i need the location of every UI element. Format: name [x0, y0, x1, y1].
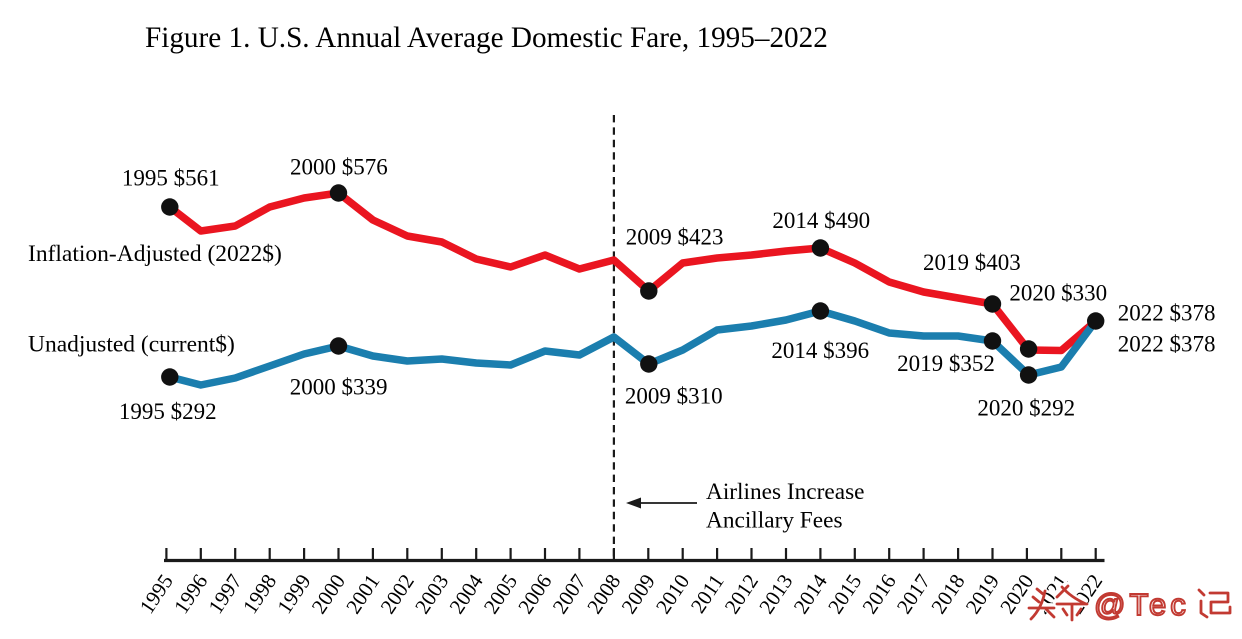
- svg-text:Airlines Increase: Airlines Increase: [706, 479, 864, 505]
- svg-text:Unadjusted (current$): Unadjusted (current$): [28, 332, 235, 358]
- svg-text:2014 $490: 2014 $490: [772, 208, 870, 233]
- svg-text:2022 $378: 2022 $378: [1118, 301, 1216, 326]
- svg-text:2009 $310: 2009 $310: [625, 384, 723, 409]
- svg-text:2019 $403: 2019 $403: [923, 250, 1021, 275]
- svg-text:Ancillary Fees: Ancillary Fees: [706, 508, 843, 534]
- svg-text:2020 $292: 2020 $292: [977, 396, 1075, 421]
- svg-text:2009 $423: 2009 $423: [626, 225, 724, 250]
- svg-text:2014 $396: 2014 $396: [771, 338, 869, 363]
- svg-text:2022 $378: 2022 $378: [1118, 332, 1216, 357]
- svg-text:2000 $576: 2000 $576: [290, 155, 388, 180]
- svg-text:1995 $292: 1995 $292: [119, 399, 217, 424]
- svg-text:Figure 1. U.S. Annual Average: Figure 1. U.S. Annual Average Domestic F…: [145, 22, 828, 54]
- svg-text:2020 $330: 2020 $330: [1009, 281, 1107, 306]
- svg-text:2019 $352: 2019 $352: [897, 351, 995, 376]
- svg-text:2000 $339: 2000 $339: [290, 375, 388, 400]
- svg-text:1995 $561: 1995 $561: [122, 166, 220, 191]
- svg-text:Inflation-Adjusted (2022$): Inflation-Adjusted (2022$): [28, 241, 282, 267]
